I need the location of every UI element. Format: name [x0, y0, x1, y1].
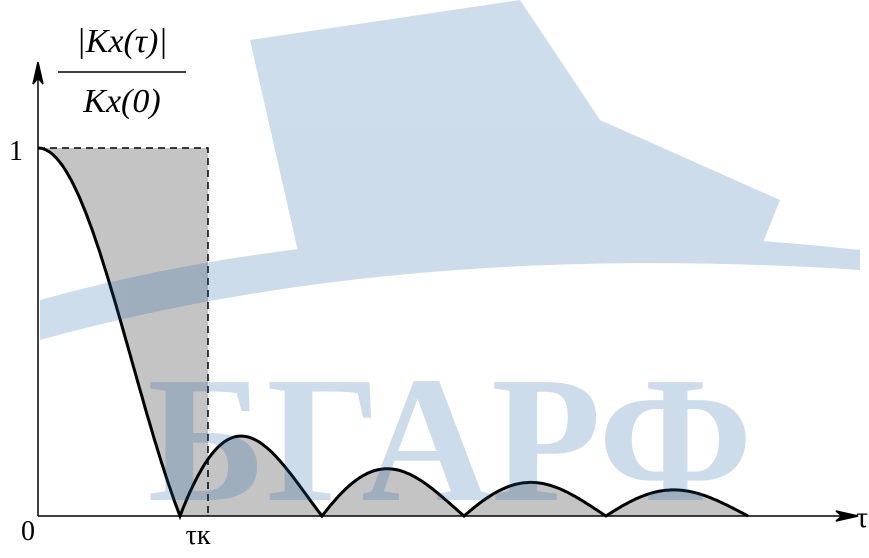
y-numerator: |Kx(τ)| [76, 23, 167, 60]
origin-label: 0 [21, 516, 35, 547]
x-arrow [835, 510, 859, 522]
main-lobe-area [38, 148, 180, 516]
plot-shapes [37, 146, 749, 521]
watermark-wave [40, 233, 860, 340]
axes [32, 61, 859, 522]
curve [37, 146, 749, 521]
side-lobes-area [180, 436, 748, 516]
y-denominator: Kx(0) [82, 83, 160, 120]
one-label: 1 [9, 136, 23, 167]
tau-k-label: τк [186, 520, 211, 551]
y-arrow [32, 61, 44, 85]
dashed-rectangle [38, 147, 209, 516]
x-axis-label: τ [856, 501, 868, 534]
watermark-ship [250, 0, 780, 260]
watermark-text: БГАРФ [147, 340, 752, 539]
watermark: БГАРФ [40, 0, 860, 539]
